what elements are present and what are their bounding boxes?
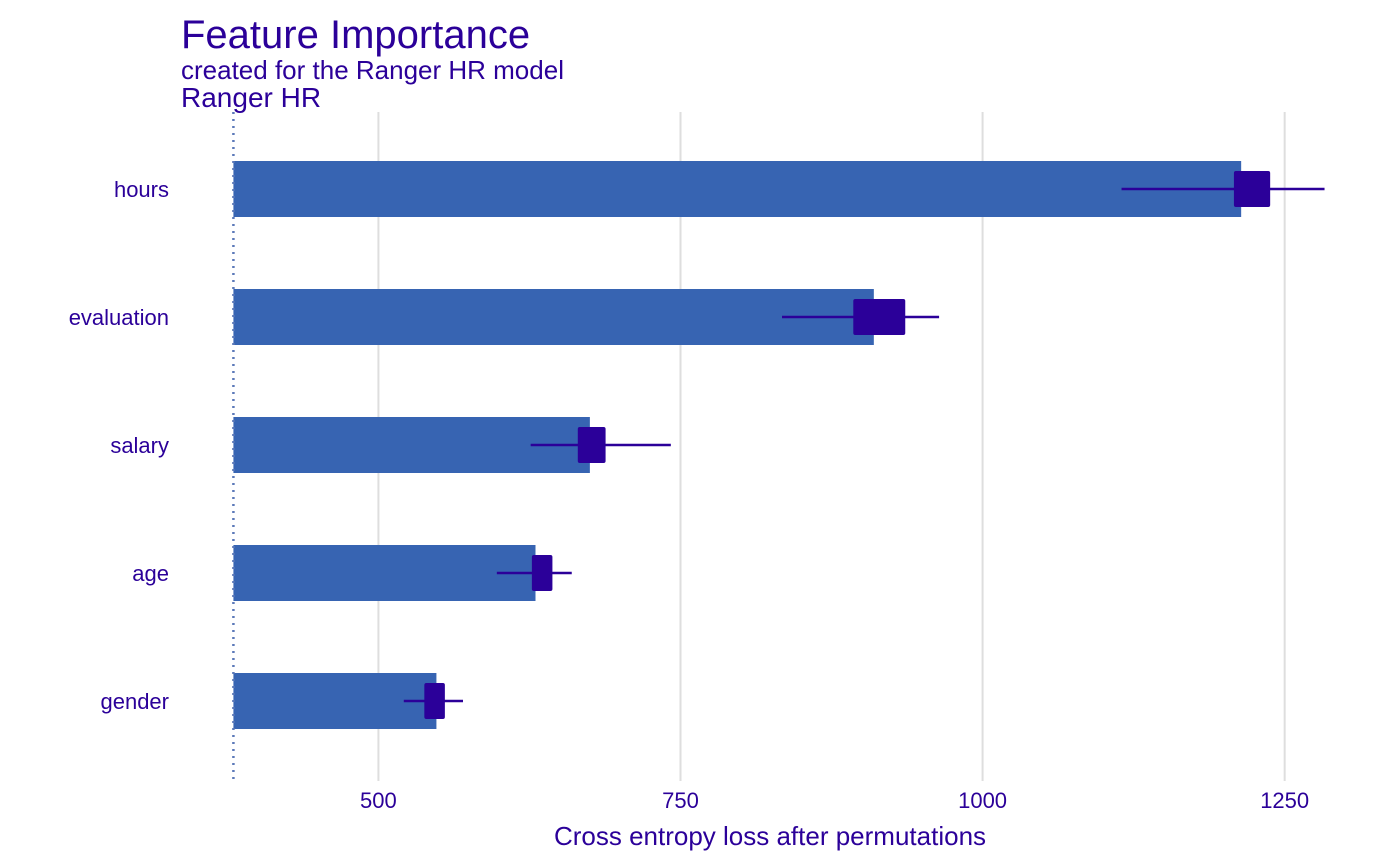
y-tick-label-salary: salary — [110, 433, 169, 458]
x-tick-labels: 500 750 1000 1250 — [360, 788, 1309, 813]
y-tick-labels: hours evaluation salary age gender — [69, 177, 169, 714]
y-tick-label-age: age — [132, 561, 169, 586]
boxplots — [403, 171, 1325, 719]
box-hours — [1233, 171, 1271, 207]
x-tick-label: 750 — [662, 788, 699, 813]
x-tick-label: 500 — [360, 788, 397, 813]
model-label: Ranger HR — [181, 82, 322, 113]
bar-gender — [233, 673, 437, 729]
grid-lines — [377, 112, 1286, 781]
bar-salary — [233, 417, 590, 473]
y-tick-label-evaluation: evaluation — [69, 305, 169, 330]
bar-age — [233, 545, 536, 601]
chart-title: Feature Importance — [181, 13, 531, 57]
box-age — [531, 555, 553, 591]
x-tick-label: 1000 — [958, 788, 1007, 813]
x-tick-label: 1250 — [1260, 788, 1309, 813]
bar-evaluation — [233, 289, 874, 345]
y-tick-label-gender: gender — [100, 689, 169, 714]
chart-subtitle: created for the Ranger HR model — [181, 55, 564, 85]
box-gender — [424, 683, 445, 719]
box-evaluation — [853, 299, 906, 335]
bar-hours — [233, 161, 1242, 217]
box-salary — [577, 427, 606, 463]
y-tick-label-hours: hours — [114, 177, 169, 202]
bars — [233, 161, 1242, 729]
x-axis-title: Cross entropy loss after permutations — [554, 821, 986, 851]
